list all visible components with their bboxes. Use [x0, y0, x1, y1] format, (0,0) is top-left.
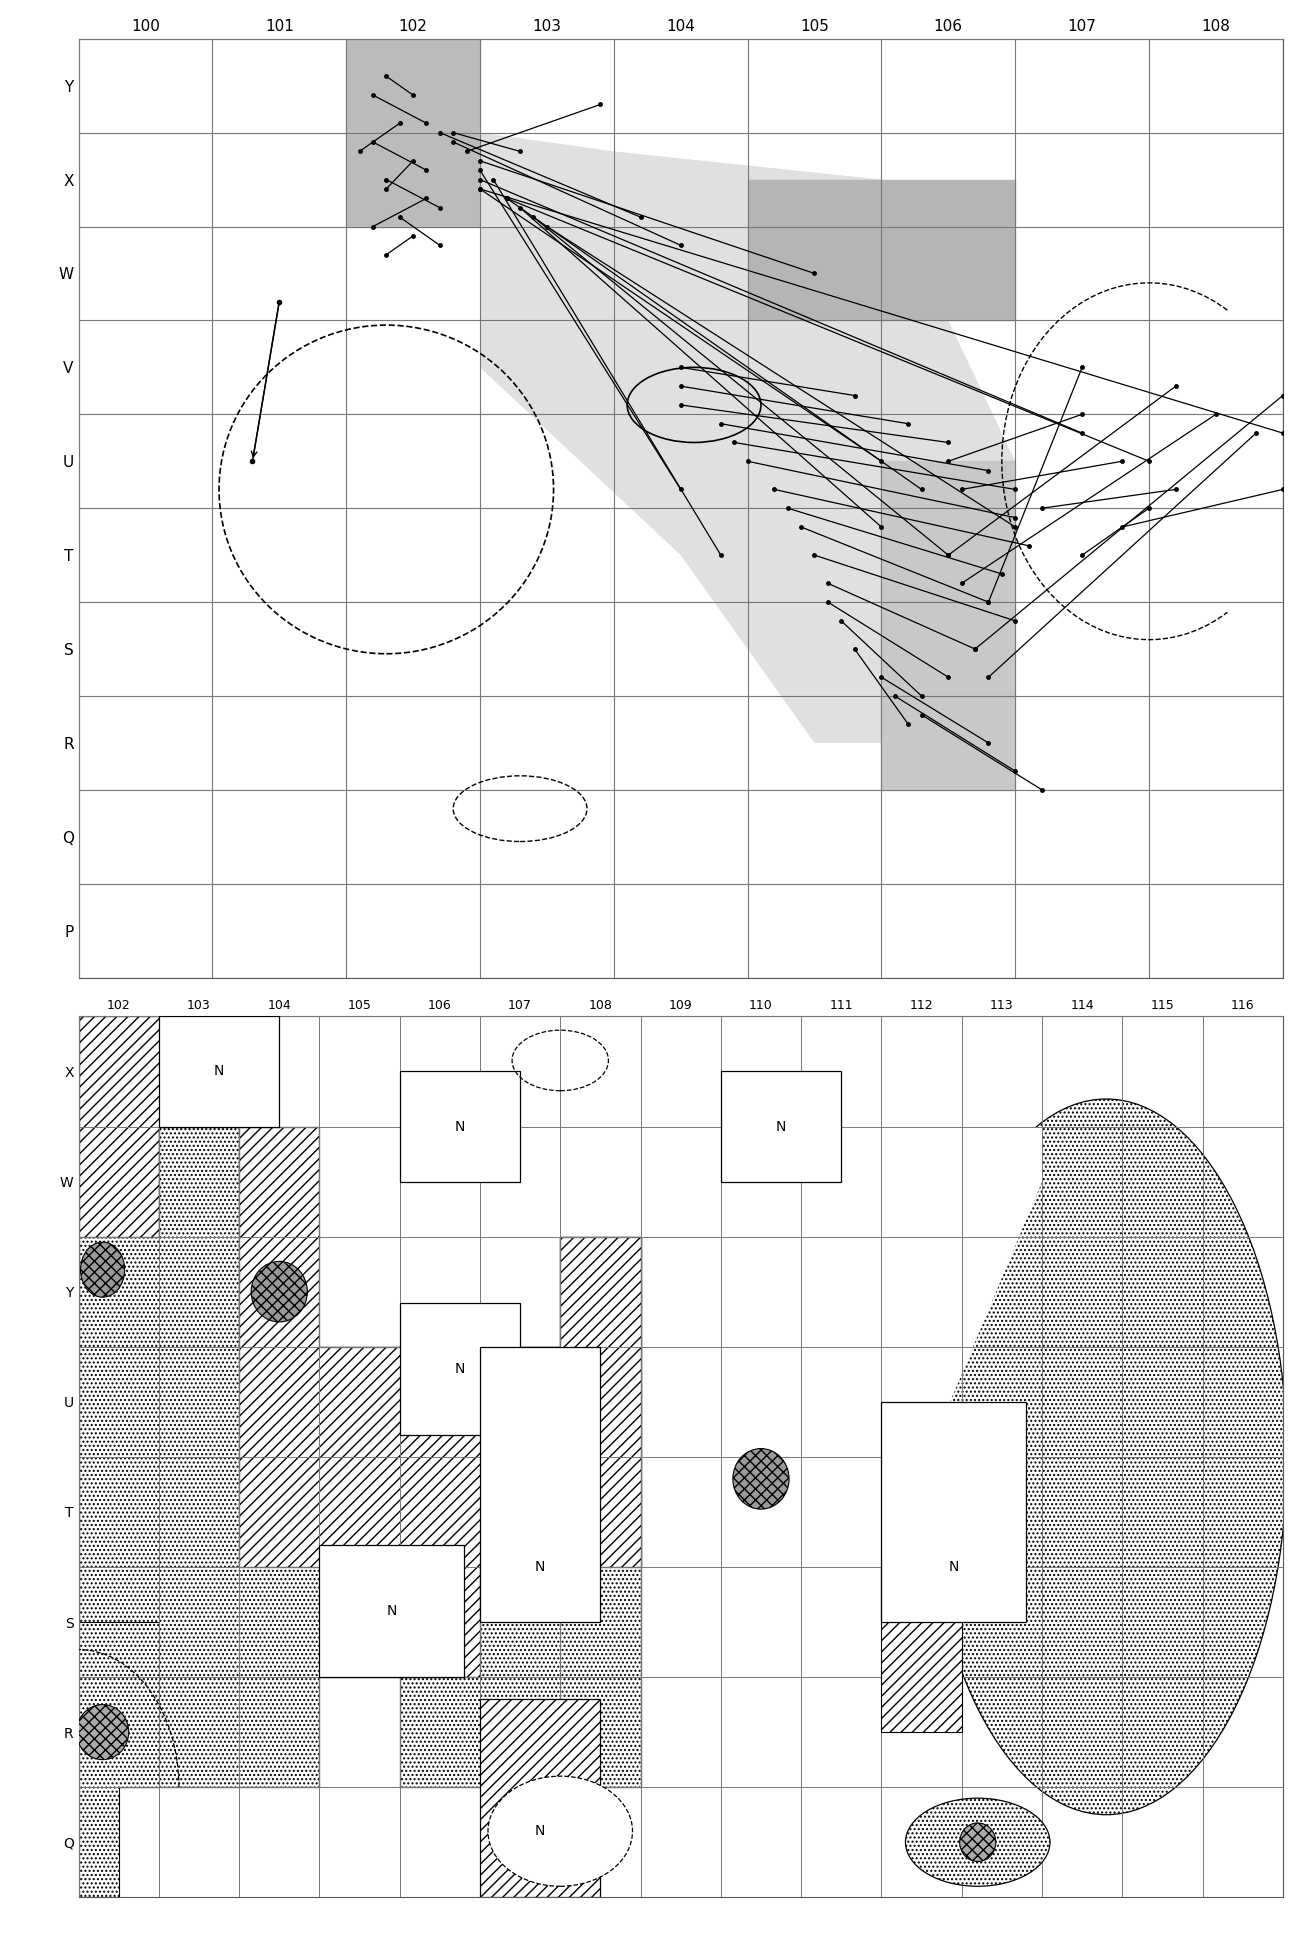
- Text: N: N: [386, 1605, 397, 1618]
- Polygon shape: [240, 1127, 640, 1677]
- Polygon shape: [480, 132, 1016, 743]
- Text: N: N: [535, 1560, 546, 1574]
- Ellipse shape: [906, 1799, 1050, 1886]
- Bar: [399, 1303, 520, 1435]
- Text: N: N: [949, 1560, 958, 1574]
- Ellipse shape: [925, 1100, 1287, 1814]
- Bar: [399, 1071, 520, 1181]
- Bar: [480, 1347, 601, 1622]
- Bar: [480, 1700, 601, 1897]
- Text: N: N: [454, 1119, 465, 1133]
- Polygon shape: [79, 1622, 158, 1897]
- Bar: [158, 1016, 279, 1127]
- Text: N: N: [535, 1824, 546, 1837]
- Text: N: N: [454, 1361, 465, 1376]
- Text: N: N: [776, 1119, 787, 1133]
- Bar: [721, 1071, 842, 1181]
- Bar: [881, 1402, 1026, 1622]
- Bar: [881, 1566, 962, 1733]
- Polygon shape: [79, 1127, 640, 1787]
- Ellipse shape: [81, 1243, 124, 1297]
- Bar: [319, 1545, 463, 1677]
- Ellipse shape: [959, 1824, 996, 1862]
- Ellipse shape: [488, 1775, 632, 1886]
- Polygon shape: [881, 1127, 1042, 1566]
- Text: N: N: [213, 1065, 224, 1078]
- Ellipse shape: [733, 1448, 789, 1510]
- Ellipse shape: [251, 1262, 308, 1322]
- Ellipse shape: [76, 1704, 128, 1760]
- Polygon shape: [79, 1016, 240, 1347]
